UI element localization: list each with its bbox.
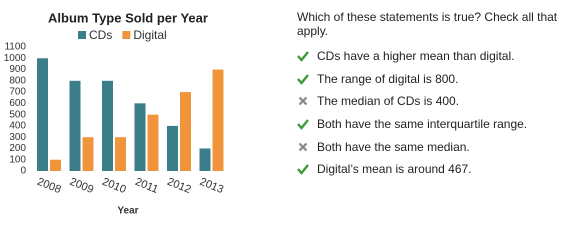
bar [134, 103, 146, 171]
bar [180, 92, 191, 171]
chart-title: Album Type Sold per Year [48, 10, 208, 25]
question: Which of these statements is true? Check… [297, 10, 558, 38]
bar [115, 137, 126, 171]
statement: CDs have a higher mean than digital. [297, 45, 527, 68]
check-icon [297, 119, 309, 130]
statement-text: The median of CDs is 400. [317, 94, 460, 109]
x-icon [298, 142, 308, 151]
y-tick-label: 900 [9, 64, 26, 75]
check-icon [297, 74, 309, 85]
bar [102, 80, 113, 171]
y-tick-label: 1000 [4, 53, 27, 64]
y-tick-label: 700 [9, 87, 26, 98]
bar [50, 159, 61, 171]
y-tick-label: 0 [20, 166, 26, 177]
bar [147, 114, 159, 171]
chart: Album Type Sold per Year Year 0100200300… [4, 10, 225, 217]
bar [37, 58, 48, 171]
statement: Both have the same interquartile range. [297, 113, 527, 136]
x-tick-label: 2009 [68, 176, 95, 196]
bar [199, 148, 211, 171]
statement: Both have the same median. [297, 135, 527, 158]
statement-text: Digital’s mean is around 467. [317, 162, 472, 177]
y-tick-label: 1100 [4, 42, 26, 53]
x-tick-label: 2013 [198, 176, 225, 196]
y-tick-label: 200 [9, 143, 26, 154]
legend-label: Digital [133, 28, 166, 42]
page: Album Type Sold per Year Year 0 100 200 300… [3, 10, 558, 217]
check-icon [297, 51, 309, 63]
x-axis-label: Year [117, 206, 138, 217]
statement-list: CDs have a higher mean than digital. The… [297, 45, 527, 181]
legend-label: CDs [89, 28, 112, 42]
y-tick-label: 600 [9, 98, 26, 109]
x-tick-label: 2010 [100, 176, 127, 196]
bar [69, 80, 81, 171]
statement: The range of digital is 800. [297, 68, 527, 91]
y-tick-label: 800 [9, 75, 26, 86]
y-tick-label: 300 [9, 132, 26, 143]
statement-text: CDs have a higher mean than digital. [317, 49, 515, 64]
statement-text: The range of digital is 800. [317, 71, 459, 86]
x-tick-label: 2012 [165, 176, 192, 196]
x-tick-label: 2008 [35, 176, 62, 196]
y-tick-label: 500 [9, 109, 26, 120]
x-tick-label: 2011 [133, 176, 159, 196]
statement-text: Both have the same interquartile range. [317, 117, 528, 132]
bar [82, 137, 94, 171]
statement: The median of CDs is 400. [297, 90, 527, 113]
y-tick-label: 100 [9, 154, 26, 165]
x-icon [298, 97, 308, 106]
statement-text: Both have the same median. [317, 139, 470, 154]
check-icon [297, 164, 309, 176]
y-tick-label: 400 [9, 121, 26, 132]
bar [167, 125, 178, 171]
statement: Digital’s mean is around 467. [297, 158, 527, 181]
legend-swatch [122, 31, 131, 39]
bar [212, 69, 224, 171]
legend-swatch [78, 31, 86, 39]
